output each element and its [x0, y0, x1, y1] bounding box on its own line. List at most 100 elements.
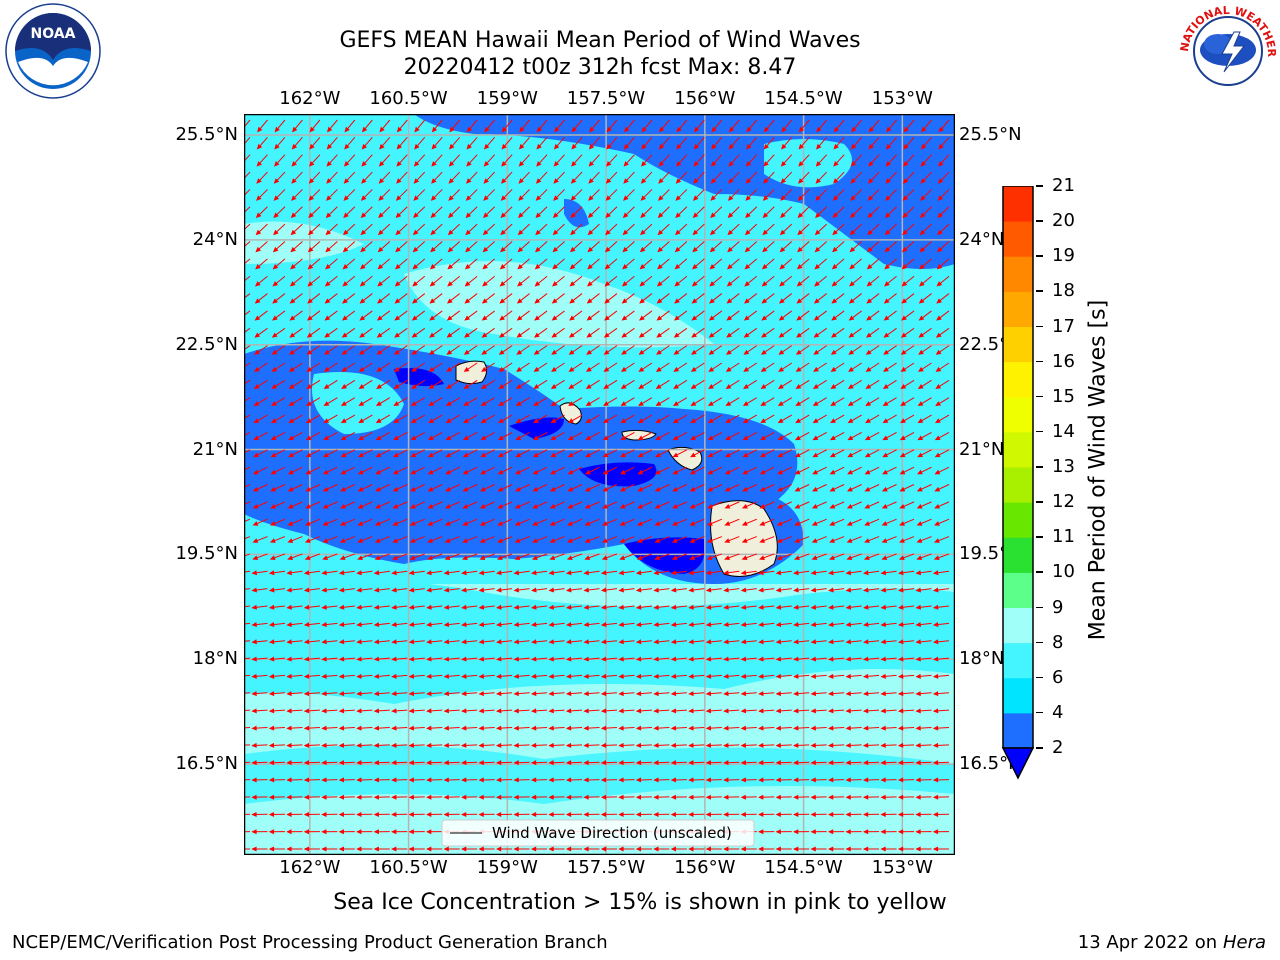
wave-direction-arrowhead: [498, 349, 505, 355]
wave-direction-arrowhead: [620, 435, 627, 441]
wave-direction-arrowhead: [688, 639, 694, 645]
wave-direction-arrowhead: [462, 503, 469, 509]
wave-direction-arrowhead: [850, 178, 856, 184]
wave-direction-arrowhead: [393, 384, 400, 389]
wave-direction-arrowhead: [830, 384, 837, 389]
wave-direction-arrowhead: [431, 143, 437, 150]
wave-direction-arrowhead: [570, 212, 576, 219]
wave-direction-arrowhead: [602, 418, 609, 424]
wave-direction-arrowhead: [548, 691, 554, 697]
wave-direction-arrowhead: [359, 281, 366, 287]
wave-direction-arrowhead: [638, 366, 645, 372]
wave-direction-arrowhead: [935, 366, 942, 372]
wave-direction-arrowhead: [693, 126, 700, 133]
wave-direction-arrowhead: [548, 846, 554, 852]
wave-direction-arrowhead: [517, 229, 524, 236]
wave-direction-arrowhead: [688, 811, 694, 817]
wave-direction-arrowhead: [358, 366, 365, 372]
wave-direction-arrowhead: [915, 829, 921, 835]
wave-direction-arrowhead: [518, 161, 525, 167]
wave-direction-arrowhead: [724, 469, 731, 475]
wave-direction-arrowhead: [728, 143, 735, 150]
wave-direction-arrowhead: [567, 435, 574, 441]
wave-direction-arrowhead: [479, 538, 486, 543]
wave-direction-arrowhead: [274, 161, 280, 167]
wave-direction-arrowhead: [445, 401, 452, 407]
wave-direction-arrowhead: [637, 452, 644, 458]
wave-direction-arrowhead: [915, 587, 922, 593]
wave-direction-arrowhead: [903, 161, 909, 167]
wave-direction-arrowhead: [603, 366, 610, 372]
wave-direction-arrowhead: [864, 469, 871, 475]
wave-direction-arrowhead: [919, 229, 926, 236]
wave-direction-arrowhead: [810, 725, 816, 731]
wave-direction-arrowhead: [618, 691, 624, 697]
wave-direction-arrowhead: [586, 281, 593, 287]
wave-direction-arrowhead: [373, 673, 380, 679]
colorbar: [1001, 186, 1035, 780]
wave-direction-arrowhead: [606, 161, 612, 167]
wave-direction-arrowhead: [794, 452, 801, 458]
wave-direction-arrowhead: [478, 794, 484, 800]
wave-direction-arrowhead: [269, 538, 276, 543]
wave-direction-arrowhead: [356, 742, 362, 748]
wave-direction-arrowhead: [376, 366, 383, 372]
wave-direction-arrowhead: [326, 161, 332, 167]
wave-direction-arrowhead: [881, 538, 888, 543]
wave-direction-arrowhead: [724, 452, 731, 458]
wave-direction-arrowhead: [705, 794, 712, 800]
wave-direction-arrowhead: [897, 604, 904, 610]
wave-direction-arrowhead: [705, 604, 712, 610]
wave-direction-arrowhead: [670, 794, 677, 800]
wave-direction-arrowhead: [536, 161, 542, 167]
colorbar-tick-mark: [1036, 290, 1043, 292]
wave-direction-arrow: [244, 431, 251, 437]
wave-direction-arrowhead: [534, 246, 541, 253]
wave-direction-arrowhead: [917, 452, 924, 458]
wave-direction-arrowhead: [516, 349, 523, 355]
wave-direction-arrowhead: [251, 725, 257, 731]
wave-direction-arrowhead: [795, 384, 802, 389]
wave-direction-arrowhead: [426, 811, 432, 817]
wave-direction-arrowhead: [775, 673, 782, 679]
wave-direction-arrowhead: [251, 622, 257, 628]
wave-direction-arrowhead: [288, 452, 294, 458]
wave-direction-arrowhead: [513, 794, 519, 800]
wave-direction-arrowhead: [849, 264, 855, 270]
wave-direction-arrowhead: [360, 229, 367, 236]
wave-direction-arrowhead: [322, 469, 329, 475]
wave-direction-arrowhead: [884, 246, 891, 253]
wave-direction-arrowhead: [775, 777, 781, 783]
wave-direction-arrowhead: [710, 195, 716, 201]
wave-direction-arrowhead: [635, 622, 642, 628]
wave-direction-arrowhead: [323, 435, 330, 441]
wave-direction-arrowhead: [565, 811, 572, 817]
wave-direction-arrowhead: [705, 622, 712, 628]
wave-direction-arrowhead: [793, 777, 799, 783]
wave-direction-arrowhead: [531, 587, 537, 593]
wave-direction-arrowhead: [461, 760, 467, 766]
wave-direction-arrowhead: [847, 435, 854, 441]
wave-direction-arrowhead: [342, 298, 348, 304]
wave-direction-arrowhead: [519, 126, 525, 133]
wave-direction-arrowhead: [428, 384, 435, 389]
wave-direction-arrowhead: [862, 708, 869, 714]
wave-direction-arrowhead: [410, 486, 416, 492]
wave-direction-arrowhead: [621, 332, 628, 338]
wave-direction-arrowhead: [723, 570, 729, 576]
wave-direction-arrowhead: [373, 570, 380, 576]
wave-direction-arrowhead: [268, 656, 275, 662]
wave-direction-arrowhead: [375, 418, 382, 424]
wave-direction-arrowhead: [934, 503, 941, 509]
wave-direction-arrowhead: [426, 829, 432, 835]
wave-direction-arrowhead: [760, 366, 767, 372]
wave-direction-arrowhead: [932, 829, 939, 835]
wave-direction-arrowhead: [654, 555, 661, 561]
wave-direction-arrowhead: [583, 570, 590, 576]
wave-direction-arrowhead: [653, 777, 659, 783]
wave-direction-arrowhead: [303, 587, 310, 593]
wave-direction-arrowhead: [252, 555, 259, 561]
wave-direction-arrowhead: [378, 212, 384, 219]
wave-direction-arrowhead: [308, 195, 315, 201]
lon-tick-bottom: 157.5°W: [566, 857, 646, 878]
